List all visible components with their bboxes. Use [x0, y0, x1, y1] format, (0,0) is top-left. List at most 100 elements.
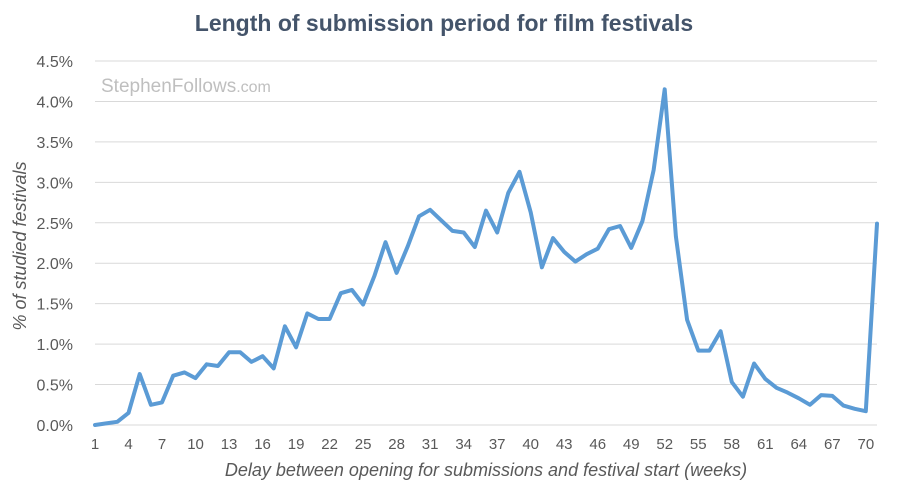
y-tick-label: 2.5% — [37, 216, 73, 233]
data-point — [396, 272, 398, 274]
data-point — [451, 230, 454, 232]
y-tick-label: 0.5% — [37, 378, 73, 395]
y-tick-label: 0.0% — [37, 418, 73, 435]
data-point — [340, 292, 342, 294]
data-point — [541, 266, 543, 268]
y-tick-label: 1.5% — [37, 297, 73, 314]
data-point — [731, 381, 733, 383]
x-tick-label: 40 — [522, 436, 539, 453]
y-axis-tick-labels: 0.0% 0.5% 1.0% 1.5% 2.0% 2.5% 3.0% 3.5% 4.0% 4.5% — [37, 54, 73, 435]
x-tick-label: 28 — [388, 436, 405, 453]
series-line — [93, 87, 879, 427]
data-point — [775, 387, 778, 389]
data-point — [485, 210, 487, 212]
data-point — [742, 396, 744, 398]
x-tick-label: 19 — [288, 436, 305, 453]
data-point — [139, 373, 141, 375]
data-point — [206, 363, 208, 365]
x-tick-label: 49 — [623, 436, 640, 453]
data-point — [854, 408, 856, 410]
data-point — [474, 246, 476, 248]
y-tick-label: 1.0% — [37, 337, 73, 354]
data-point — [116, 421, 118, 423]
data-point — [831, 395, 833, 397]
watermark-name: StephenFollows — [101, 76, 236, 97]
data-point — [295, 346, 297, 348]
x-axis-label: Delay between opening for submissions an… — [225, 460, 747, 480]
data-point — [273, 367, 275, 369]
data-point — [284, 325, 286, 327]
x-tick-label: 55 — [690, 436, 707, 453]
data-point — [194, 377, 197, 379]
data-point — [563, 251, 565, 253]
x-tick-label: 37 — [489, 436, 506, 453]
y-tick-label: 4.5% — [37, 54, 73, 71]
data-point — [753, 362, 755, 365]
data-point — [306, 312, 308, 314]
x-tick-label: 61 — [757, 436, 774, 453]
data-point — [183, 371, 185, 373]
x-tick-label: 31 — [422, 436, 439, 453]
data-point — [373, 275, 375, 277]
data-point — [630, 247, 632, 249]
x-tick-label: 4 — [124, 436, 132, 453]
data-point — [697, 350, 699, 352]
data-point — [865, 410, 867, 412]
x-tick-label: 13 — [221, 436, 238, 453]
data-point — [94, 424, 96, 426]
data-point — [552, 237, 554, 239]
x-tick-label: 25 — [355, 436, 372, 453]
data-point — [250, 361, 252, 363]
series-layer — [93, 87, 879, 427]
data-point — [686, 319, 688, 321]
data-point — [150, 404, 152, 406]
x-tick-label: 10 — [187, 436, 204, 453]
data-point — [664, 88, 666, 90]
x-tick-label: 64 — [790, 436, 807, 453]
data-point — [329, 318, 331, 320]
x-tick-label: 46 — [589, 436, 606, 453]
data-point — [764, 378, 766, 380]
x-tick-label: 58 — [723, 436, 740, 453]
data-point — [597, 248, 599, 250]
data-point — [708, 350, 711, 352]
data-point — [585, 253, 588, 255]
data-point — [407, 245, 409, 247]
watermark: StephenFollows.com — [101, 76, 271, 97]
data-point — [518, 171, 521, 173]
data-point — [530, 211, 532, 213]
y-tick-label: 3.0% — [37, 175, 73, 192]
y-axis-label: % of studied festivals — [10, 161, 30, 330]
x-tick-label: 22 — [321, 436, 338, 453]
data-point — [440, 219, 442, 221]
data-point — [262, 355, 264, 357]
data-point — [574, 261, 577, 263]
data-point — [820, 394, 822, 396]
data-point — [675, 235, 677, 238]
data-point — [429, 209, 431, 211]
data-point — [228, 351, 230, 353]
y-tick-label: 3.5% — [37, 135, 73, 152]
data-point — [842, 405, 845, 407]
data-point — [619, 225, 621, 227]
x-tick-label: 34 — [455, 436, 472, 453]
data-point — [239, 351, 241, 353]
x-axis-tick-labels: 1 4 7 10 13 16 19 22 25 28 31 34 37 40 43 46 49 52 55 58 61 6… — [91, 436, 874, 453]
data-point — [809, 404, 811, 406]
x-tick-label: 70 — [857, 436, 874, 453]
data-point — [217, 365, 219, 367]
data-point — [641, 220, 644, 222]
x-tick-label: 1 — [91, 436, 99, 453]
chart-title: Length of submission period for film fes… — [195, 10, 693, 36]
data-point — [418, 215, 420, 217]
x-tick-label: 16 — [254, 436, 271, 453]
gridlines — [95, 60, 877, 426]
data-point — [876, 223, 878, 225]
data-point — [161, 401, 163, 403]
data-point — [798, 397, 800, 399]
data-point — [720, 330, 722, 332]
data-point — [496, 231, 498, 234]
data-point — [172, 375, 174, 377]
